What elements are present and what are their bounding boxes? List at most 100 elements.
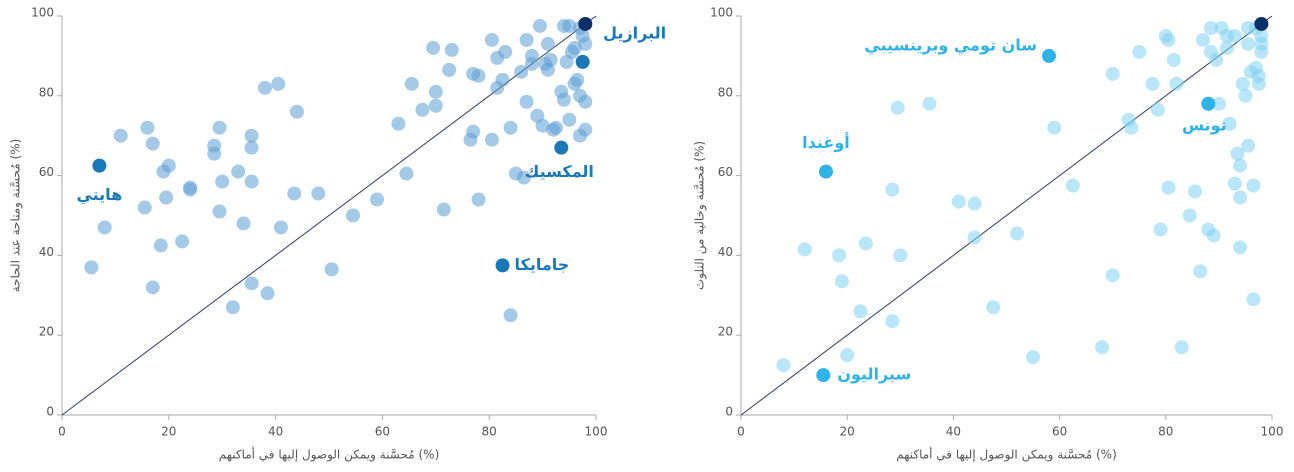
point (578, 122, 593, 137)
point (161, 158, 176, 173)
y-tick-label: 0 (46, 405, 54, 419)
annotation: تونس (1182, 115, 1227, 134)
point (399, 166, 414, 181)
point (415, 102, 430, 117)
point (97, 220, 112, 235)
point (426, 40, 441, 55)
x-axis-label: مُحسَّنة ويمكن الوصول إليها في أماكنهم (… (896, 447, 1117, 463)
x-tick-label: 60 (375, 425, 390, 439)
x-tick-label: 80 (1158, 425, 1173, 439)
point (1203, 20, 1218, 35)
point (231, 164, 246, 179)
highlight-point (554, 140, 569, 155)
point (516, 170, 531, 185)
point (244, 128, 259, 143)
y-tick-label: 60 (718, 165, 733, 179)
x-tick-label: 100 (1261, 425, 1284, 439)
highlight-point (92, 158, 107, 173)
point (832, 248, 847, 263)
point (1153, 222, 1168, 237)
point (556, 92, 571, 107)
point (514, 64, 529, 79)
point (1161, 180, 1176, 195)
point (1230, 146, 1245, 161)
highlight-point (1041, 48, 1056, 63)
point (1169, 76, 1184, 91)
point (370, 192, 385, 207)
point (1246, 178, 1261, 193)
x-axis-label: مُحسَّنة ويمكن الوصول إليها في أماكنهم (… (219, 447, 440, 463)
point (1222, 116, 1237, 131)
point (1188, 184, 1203, 199)
point (471, 192, 486, 207)
point (428, 98, 443, 113)
y-tick-label: 80 (39, 85, 54, 99)
point (1124, 120, 1139, 135)
point (289, 104, 304, 119)
point (159, 190, 174, 205)
point (535, 118, 550, 133)
annotation: سيراليون (837, 365, 911, 384)
point (797, 242, 812, 257)
point (271, 76, 286, 91)
point (1132, 44, 1147, 59)
x-tick-label: 0 (58, 425, 66, 439)
point (137, 200, 152, 215)
point (519, 94, 534, 109)
point (1145, 76, 1160, 91)
point (1095, 340, 1110, 355)
point (466, 124, 481, 139)
point (1241, 36, 1256, 51)
point (244, 140, 259, 155)
point (207, 146, 222, 161)
point (153, 238, 168, 253)
annotation: أوغندا (802, 132, 850, 152)
point (967, 230, 982, 245)
y-tick-label: 20 (39, 325, 54, 339)
point (567, 40, 582, 55)
point (257, 80, 272, 95)
point (885, 182, 900, 197)
y-axis-label: مُحسَّنة وخالية من التلوث (%) (692, 141, 707, 290)
point (1233, 240, 1248, 255)
point (967, 196, 982, 211)
point (1211, 96, 1226, 111)
point (503, 308, 518, 323)
point (113, 128, 128, 143)
point (484, 132, 499, 147)
point (1227, 28, 1242, 43)
x-tick-label: 80 (482, 425, 497, 439)
y-tick-label: 0 (725, 405, 733, 419)
annotation: جامايكا (515, 255, 570, 274)
point (1219, 40, 1234, 55)
x-tick-label: 20 (161, 425, 176, 439)
point (1150, 102, 1165, 117)
highlight-point (495, 258, 510, 273)
y-tick-label: 100 (710, 6, 733, 20)
point (1254, 44, 1269, 59)
point (391, 116, 406, 131)
point (498, 44, 513, 59)
point (840, 348, 855, 363)
point (236, 216, 251, 231)
point (548, 120, 563, 135)
point (1206, 228, 1221, 243)
annotation: المكسيك (525, 162, 594, 181)
point (324, 262, 339, 277)
point (951, 194, 966, 209)
point (1238, 88, 1253, 103)
point (570, 72, 585, 87)
point (858, 236, 873, 251)
point (1065, 178, 1080, 193)
point (1227, 176, 1242, 191)
point (436, 202, 451, 217)
point (484, 32, 499, 47)
x-tick-label: 20 (840, 425, 855, 439)
point (273, 220, 288, 235)
point (524, 56, 539, 71)
y-tick-label: 20 (718, 325, 733, 339)
point (543, 52, 558, 67)
top-point (1254, 16, 1269, 31)
point (444, 42, 459, 57)
